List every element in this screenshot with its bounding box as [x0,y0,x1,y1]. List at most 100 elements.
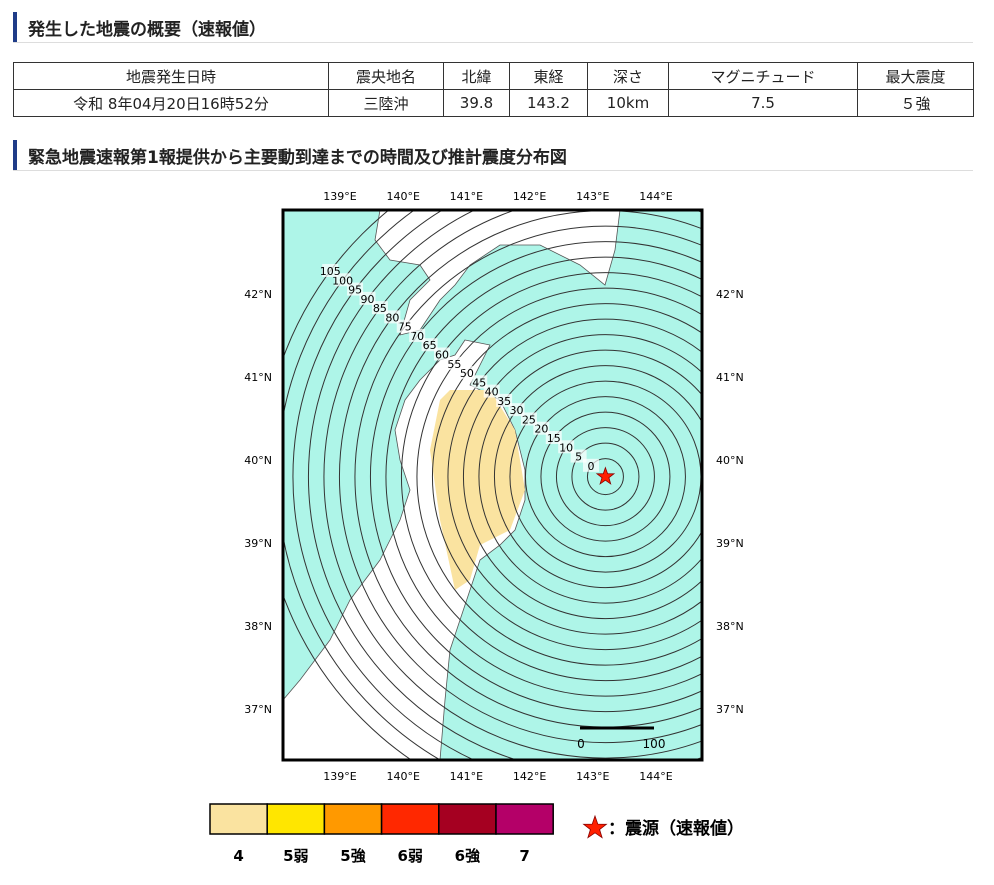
contour-label: 55 [447,358,461,371]
time-contour [524,396,686,558]
contour-label: 95 [348,284,362,297]
data-cell: 三陸沖 [328,89,444,117]
time-contour [431,303,702,651]
lat-label: 38°N [244,620,272,633]
lat-label: 41°N [716,371,744,384]
label-bg [347,282,364,296]
time-contour [462,334,702,620]
time-contour [401,272,702,682]
contour-label: 25 [522,413,536,426]
label-bg [371,301,388,315]
map-frame [281,208,704,762]
section-heading: 発生した地震の概要（速報値） [13,12,973,43]
data-cell: 7.5 [668,89,858,117]
header-cell: 深さ [587,62,669,90]
legend-swatch [209,803,268,835]
legend-swatch [266,803,326,835]
scale-label: 0 [577,737,585,751]
label-bg [359,291,376,305]
label-bg [533,421,550,435]
time-contour [308,210,702,760]
data-cell: 143.2 [509,89,588,117]
lat-label: 40°N [716,454,744,467]
lon-label: 141°E [450,190,483,203]
label-bg [322,264,339,278]
lat-label: 40°N [244,454,272,467]
lat-label: 37°N [244,703,272,716]
time-contour [370,241,702,713]
time-contour [540,411,671,542]
label-bg [396,319,413,333]
contour-label: 30 [510,404,524,417]
lon-label: 139°E [323,190,356,203]
label-bg [545,430,562,444]
label-bg [458,366,475,380]
contour-label: 50 [460,367,474,380]
label-bg [496,393,513,407]
lon-label: 144°E [639,190,672,203]
contour-label: 100 [332,274,353,287]
contour-label: 45 [472,376,486,389]
header-cell: 北緯 [443,62,510,90]
legend-label: 5強 [340,847,365,865]
lat-label: 41°N [244,371,272,384]
lon-label: 142°E [513,190,546,203]
lon-label: 143°E [576,770,609,783]
header-cell: 震央地名 [328,62,444,90]
header-cell: 東経 [509,62,588,90]
epicenter-legend: ：震源（速報値） [608,818,744,839]
contour-label: 0 [588,460,595,473]
legend-swatch [380,803,440,835]
lon-label: 141°E [450,770,483,783]
heading-text: 緊急地震速報第1報提供から主要動到達までの時間及び推計震度分布図 [28,148,567,168]
time-contour [323,210,702,759]
label-bg [334,273,351,287]
time-contour [385,256,702,697]
time-contour [586,458,624,496]
contour-label: 85 [373,302,387,315]
data-cell: ５強 [857,89,974,117]
contour-label: 75 [398,321,412,334]
time-contour [555,427,655,527]
contour-label: 70 [410,330,424,343]
time-contour [571,442,640,511]
contour-label: 20 [534,423,548,436]
time-contour [493,365,702,589]
data-cell: 39.8 [443,89,510,117]
legend-swatch [323,803,383,835]
label-bg [508,403,525,417]
lat-label: 39°N [244,537,272,550]
lon-label: 142°E [513,770,546,783]
label-bg [583,458,600,472]
lat-label: 42°N [716,288,744,301]
contour-label: 5 [575,451,582,464]
label-bg [471,375,488,389]
summary-table: 地震発生日時 震央地名 北緯 東経 深さ マグニチュード 最大震度 令和 8年04月20日16… [13,62,974,117]
heading-text: 発生した地震の概要（速報値） [28,20,266,40]
legend-swatch [438,803,497,835]
time-contour [478,349,702,604]
lon-label: 140°E [386,770,419,783]
lon-label: 143°E [576,190,609,203]
data-cell: 令和 8年04月20日16時52分 [13,89,329,117]
contour-label: 65 [423,339,437,352]
legend-label: 6強 [455,847,480,865]
lat-label: 39°N [716,537,744,550]
section-heading: 緊急地震速報第1報提供から主要動到達までの時間及び推計震度分布図 [13,140,973,171]
label-bg [446,356,463,370]
label-bg [421,338,438,352]
legend-swatch [495,803,554,835]
label-bg [434,347,451,361]
contour-label: 10 [559,441,573,454]
legend-label: 7 [519,847,529,865]
epicenter [595,466,616,485]
contour-label: 105 [320,265,341,278]
legend-label: 6弱 [397,847,422,865]
label-bg [384,310,401,324]
contour-label: 80 [385,311,399,324]
contour-label: 90 [361,293,375,306]
contour-label: 60 [435,349,449,362]
header-cell: マグニチュード [668,62,858,90]
lon-label: 139°E [323,770,356,783]
